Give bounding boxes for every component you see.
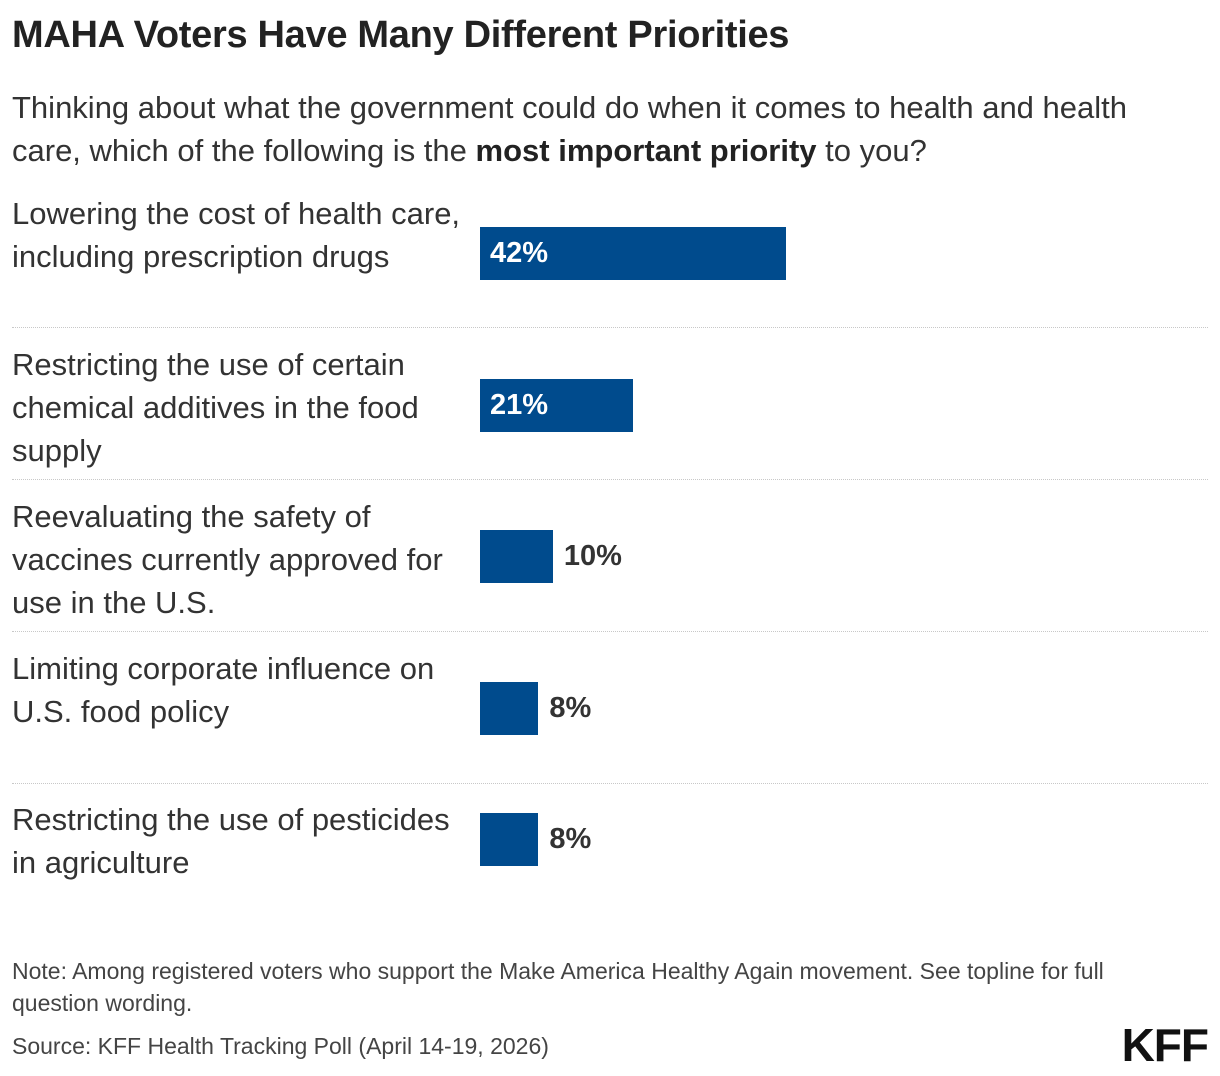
category-label: Restricting the use of pesticides in agr… [12,802,450,880]
chart-subtitle: Thinking about what the government could… [12,86,1202,172]
bar [480,682,539,735]
row-divider [12,631,1208,632]
chart-title: MAHA Voters Have Many Different Prioriti… [12,14,790,56]
bar-value-label: 42% [490,237,549,269]
bar-value-label: 8% [549,692,592,724]
chart-note: Note: Among registered voters who suppor… [12,958,1104,1016]
subtitle-text-end: to you? [816,133,927,168]
kff-logo: KFF [1121,1019,1209,1071]
category-label: Limiting corporate influence on U.S. food… [12,651,435,729]
bar [480,530,553,583]
bar [480,227,787,280]
subtitle-text-start: Thinking about what the government could… [12,90,1128,168]
category-label: Lowering the cost of health care, includ… [12,196,461,274]
bar [480,813,539,866]
category-label: Reevaluating the safety of vaccines curr… [12,499,443,620]
bar-value-label: 21% [490,389,549,421]
chart-source: Source: KFF Health Tracking Poll (April … [12,1033,549,1059]
row-divider [12,783,1208,784]
bar-value-label: 10% [563,540,622,572]
subtitle-emphasis: most important priority [475,133,817,168]
category-label: Restricting the use of certain chemical … [12,347,419,468]
bar [480,379,634,432]
row-divider [12,327,1208,328]
bar-value-label: 8% [549,823,592,855]
row-divider [12,479,1208,480]
